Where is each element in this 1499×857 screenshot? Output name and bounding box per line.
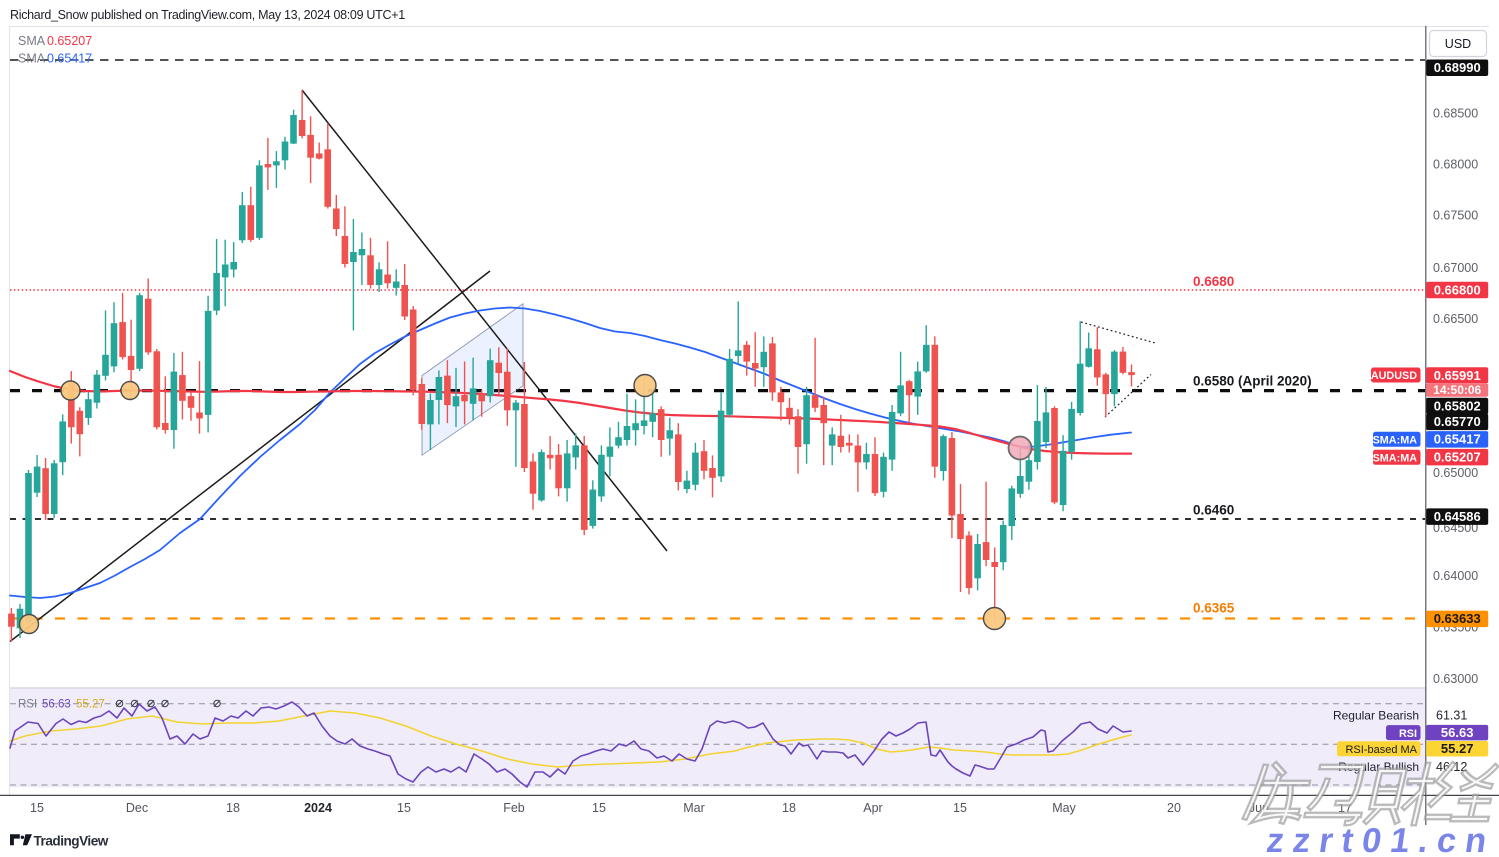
svg-text:zzrt01.cn: zzrt01.cn [1264, 822, 1498, 857]
svg-text:0.67500: 0.67500 [1433, 209, 1478, 223]
svg-text:Richard_Snow published on Trad: Richard_Snow published on TradingView.co… [10, 8, 405, 22]
svg-text:0.65207: 0.65207 [1434, 450, 1481, 465]
svg-text:18: 18 [782, 801, 796, 815]
svg-text:0.63000: 0.63000 [1433, 672, 1478, 686]
svg-text:Apr: Apr [863, 801, 882, 815]
svg-text:0.68000: 0.68000 [1433, 158, 1478, 172]
svg-text:0.68500: 0.68500 [1433, 107, 1478, 121]
svg-text:0.64586: 0.64586 [1434, 509, 1481, 524]
svg-text:RSI: RSI [1399, 728, 1417, 740]
svg-text:RSI-based MA: RSI-based MA [1345, 744, 1417, 756]
svg-text:AUDUSD: AUDUSD [1371, 370, 1417, 382]
svg-text:0.68990: 0.68990 [1434, 60, 1481, 75]
svg-text:USD: USD [1445, 37, 1471, 51]
svg-text:0.66500: 0.66500 [1433, 312, 1478, 326]
svg-text:0.63633: 0.63633 [1434, 611, 1481, 626]
svg-text:0.65802: 0.65802 [1434, 398, 1481, 413]
svg-text:SMA:MA: SMA:MA [1373, 435, 1418, 447]
svg-text:0.65000: 0.65000 [1433, 466, 1478, 480]
svg-text:55.27: 55.27 [1441, 741, 1474, 756]
svg-text:Mar: Mar [683, 801, 705, 815]
svg-text:Dec: Dec [126, 801, 148, 815]
svg-text:55.27: 55.27 [76, 698, 105, 710]
svg-text:18: 18 [226, 801, 240, 815]
svg-text:Feb: Feb [503, 801, 525, 815]
svg-text:14:50:06: 14:50:06 [1433, 383, 1481, 397]
svg-text:SMA: SMA [18, 52, 46, 66]
svg-text:SMA:MA: SMA:MA [1373, 453, 1418, 465]
svg-text:0.65770: 0.65770 [1434, 414, 1481, 429]
svg-text:0.6365: 0.6365 [1193, 601, 1235, 616]
svg-text:TradingView: TradingView [34, 834, 109, 849]
svg-text:0.64000: 0.64000 [1433, 569, 1478, 583]
svg-text:15: 15 [397, 801, 411, 815]
svg-text:15: 15 [592, 801, 606, 815]
svg-text:RSI: RSI [18, 698, 37, 710]
svg-text:61.31: 61.31 [1436, 708, 1467, 722]
svg-text:15: 15 [30, 801, 44, 815]
svg-text:May: May [1052, 801, 1076, 815]
svg-text:0.65417: 0.65417 [1434, 432, 1481, 447]
svg-text:56.63: 56.63 [42, 698, 71, 710]
svg-text:0.67000: 0.67000 [1433, 261, 1478, 275]
svg-text:56.63: 56.63 [1441, 725, 1474, 740]
svg-text:0.6460: 0.6460 [1193, 503, 1234, 518]
svg-text:0.6580 (April 2020): 0.6580 (April 2020) [1193, 374, 1312, 389]
svg-text:SMA: SMA [18, 34, 46, 48]
svg-text:0.66800: 0.66800 [1434, 282, 1481, 297]
svg-text:2024: 2024 [304, 801, 332, 815]
svg-text:0.65207: 0.65207 [47, 34, 92, 48]
svg-text:0.65417: 0.65417 [47, 52, 92, 66]
svg-text:Regular Bearish: Regular Bearish [1333, 708, 1419, 722]
svg-text:20: 20 [1167, 801, 1181, 815]
svg-text:15: 15 [953, 801, 967, 815]
svg-text:0.65991: 0.65991 [1434, 368, 1481, 383]
svg-text:0.6680: 0.6680 [1193, 274, 1234, 289]
